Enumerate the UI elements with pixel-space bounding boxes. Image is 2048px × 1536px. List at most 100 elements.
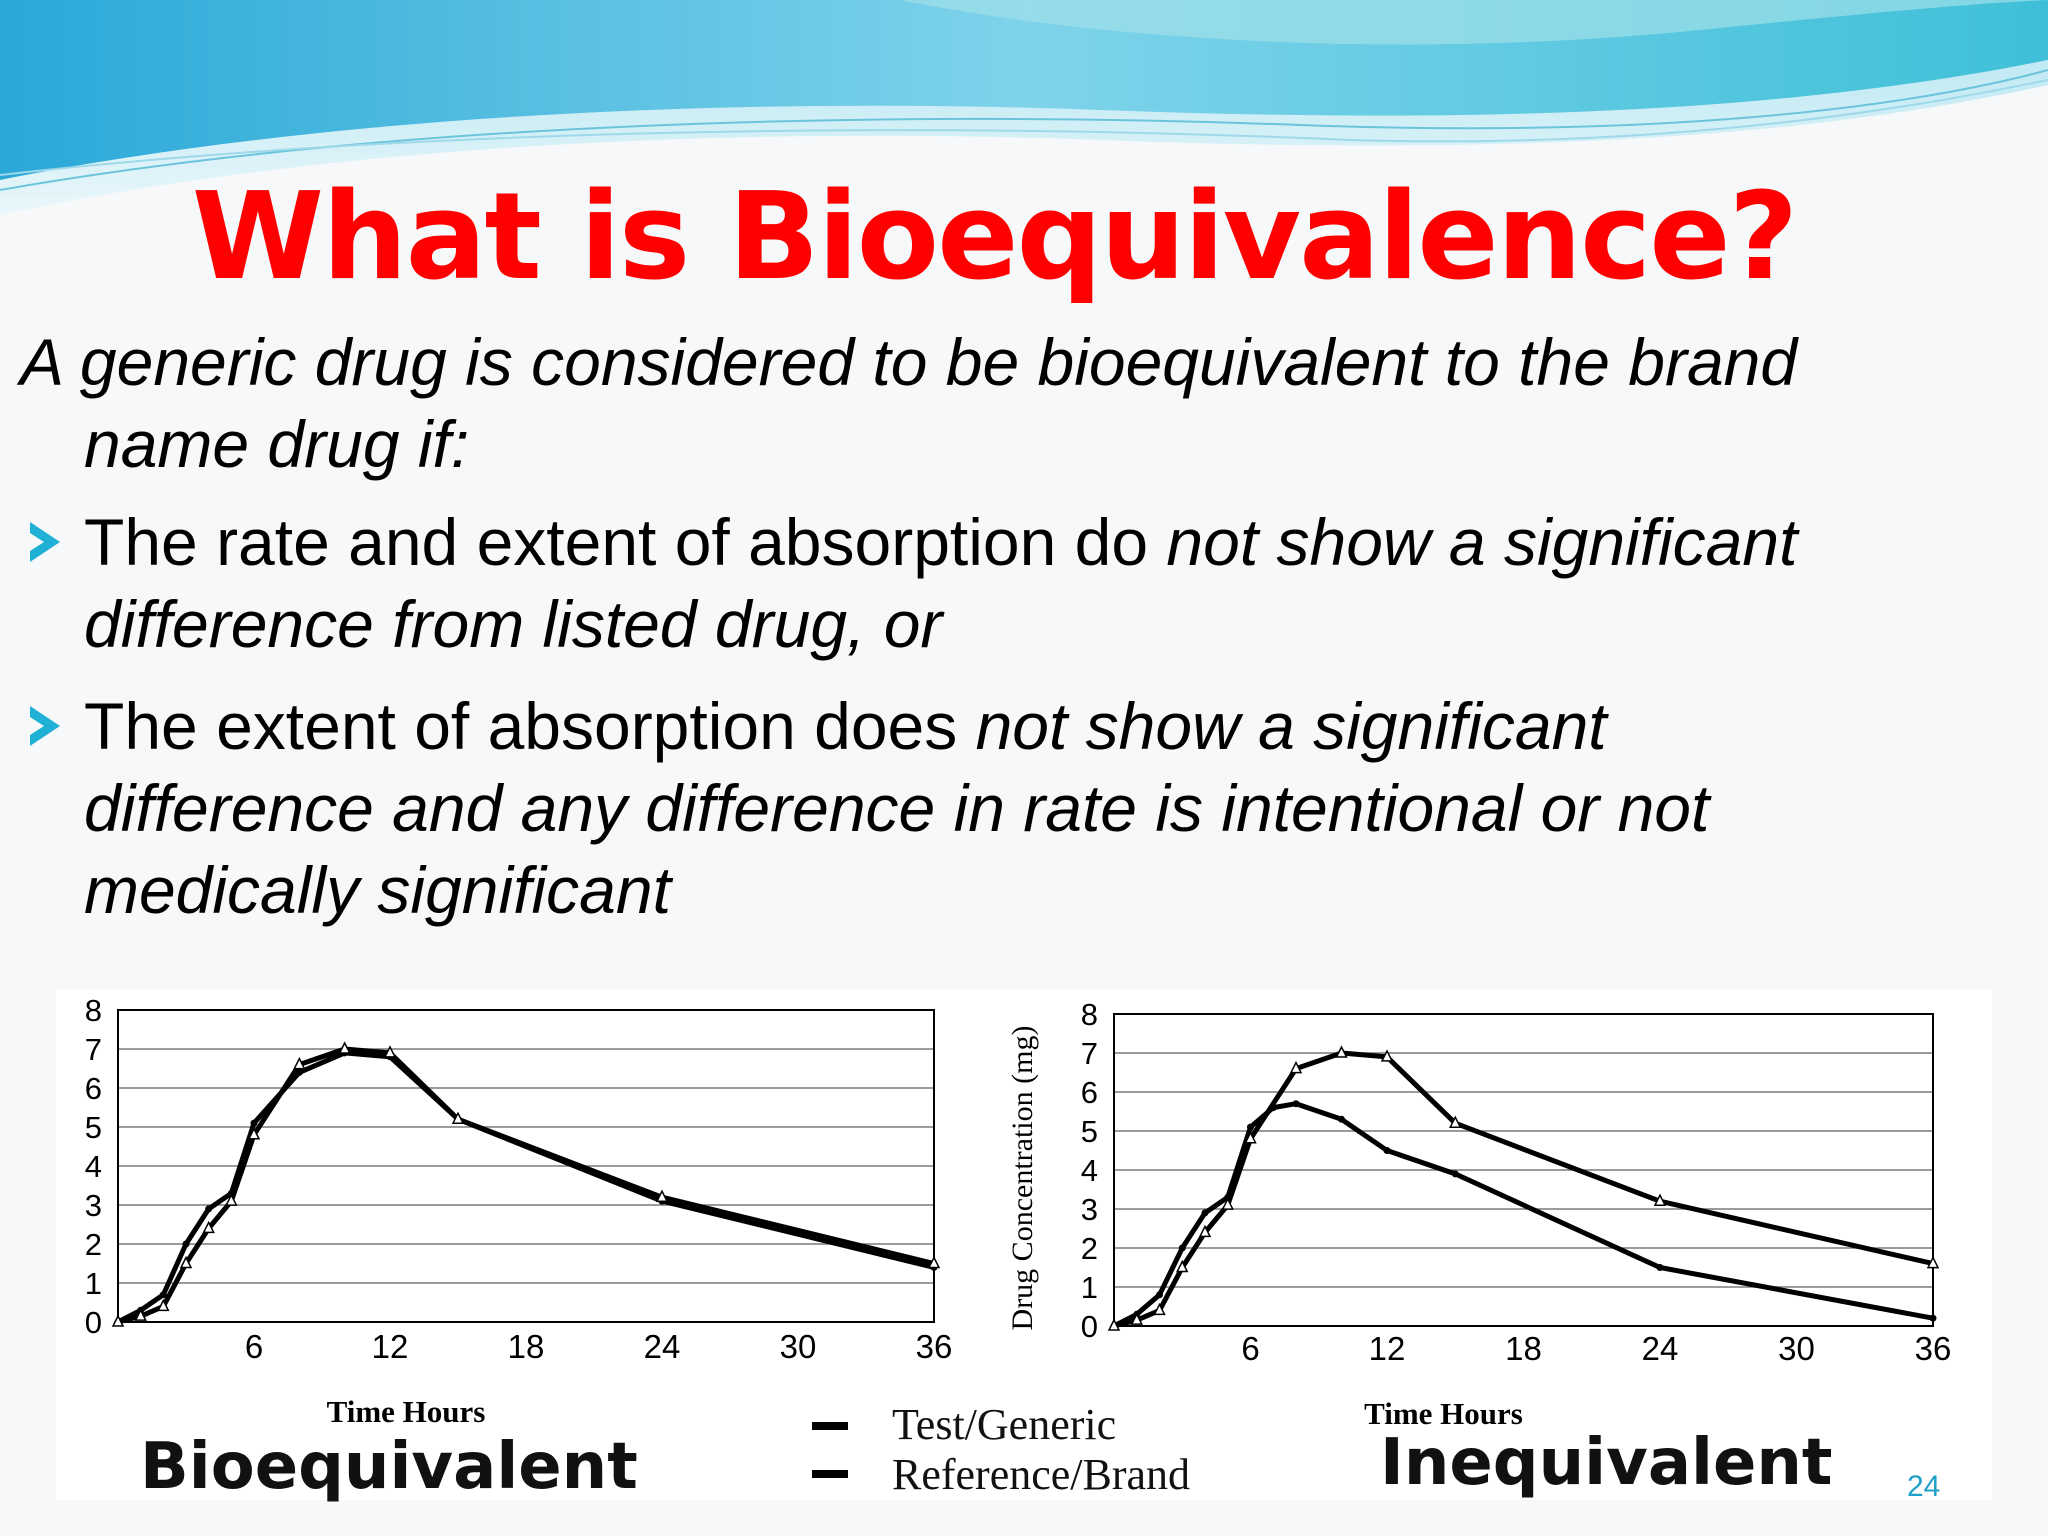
page-number: 24 [1907, 1470, 1941, 1503]
data-point [1449, 1115, 1462, 1128]
y-tick-label: 4 [1081, 1153, 1098, 1188]
data-point [1451, 1170, 1459, 1178]
plot-frame [1113, 1013, 1934, 1327]
bullet-1-text: The rate and extent of absorption do [84, 505, 1167, 579]
y-tick-label: 0 [1081, 1309, 1098, 1344]
y-tick-label: 7 [1081, 1036, 1098, 1071]
x-axis-label: Time Hours [327, 1394, 486, 1429]
data-point [1292, 1100, 1300, 1108]
x-tick-label: 18 [1505, 1330, 1542, 1367]
y-tick-label: 8 [1081, 997, 1098, 1032]
y-tick-label: 6 [85, 1071, 102, 1106]
slide-title: What is Bioequivalence? [191, 168, 1798, 307]
intro-line-2: name drug if: [84, 407, 470, 481]
data-point [202, 1220, 215, 1234]
data-point [1289, 1060, 1303, 1074]
x-axis-label: Time Hours [1364, 1396, 1523, 1431]
plot-frame [117, 1009, 935, 1323]
x-tick-label: 36 [916, 1328, 953, 1365]
data-point [179, 1255, 193, 1269]
data-point [250, 1119, 258, 1127]
data-point [1107, 1318, 1121, 1331]
y-tick-label: 3 [1081, 1192, 1098, 1227]
bullet-arrow-icon [30, 522, 60, 562]
charts-panel [56, 990, 1992, 1500]
bullet-2-line-3: medically significant [84, 853, 671, 927]
y-tick-label: 3 [85, 1188, 102, 1223]
x-tick-label: 24 [644, 1328, 681, 1365]
intro-line-1: A generic drug is considered to be bioeq… [20, 325, 1798, 399]
data-point [451, 1111, 465, 1124]
y-tick-label: 1 [85, 1266, 102, 1301]
series-line-test [1112, 1101, 1934, 1329]
bioequivalent-caption: Bioequivalent [140, 1430, 638, 1504]
data-point [247, 1127, 261, 1140]
legend-test-generic: Test/Generic [892, 1400, 1117, 1449]
data-point [1335, 1045, 1348, 1058]
data-point [159, 1291, 167, 1299]
x-tick-label: 30 [1778, 1330, 1815, 1367]
y-tick-label: 2 [1081, 1231, 1098, 1266]
data-point [205, 1205, 213, 1213]
legend-swatch-reference [812, 1470, 848, 1478]
inequivalent-caption: Inequivalent [1380, 1426, 1833, 1500]
y-tick-label: 7 [85, 1032, 102, 1067]
y-axis-label: Drug Concentration (mg) [1006, 1026, 1039, 1331]
data-point [1383, 1147, 1391, 1154]
data-point [1201, 1209, 1209, 1217]
data-point [927, 1255, 941, 1269]
data-point [157, 1298, 170, 1312]
data-point [1929, 1314, 1937, 1322]
x-tick-label: 6 [245, 1328, 263, 1365]
y-tick-label: 6 [1081, 1075, 1098, 1110]
y-tick-label: 1 [1081, 1270, 1098, 1305]
data-point [293, 1056, 306, 1070]
data-point [1156, 1291, 1163, 1299]
data-point [338, 1041, 351, 1054]
data-point [1153, 1302, 1166, 1316]
x-tick-label: 12 [372, 1328, 409, 1365]
bullet-2-line-1: The extent of absorption does not show a… [84, 686, 1607, 766]
data-point [1247, 1123, 1254, 1131]
bullet-2-text: The extent of absorption does [84, 689, 976, 763]
series-line-reference [117, 1046, 935, 1325]
bullet-2-line-2: difference and any difference in rate is… [84, 771, 1710, 845]
bullet-1-line-2: difference from listed drug, or [84, 587, 943, 661]
y-tick-label: 0 [85, 1305, 102, 1340]
x-tick-label: 30 [780, 1328, 817, 1365]
y-tick-label: 8 [85, 993, 102, 1028]
series-line-test [116, 1050, 935, 1325]
data-point [1338, 1115, 1345, 1123]
data-point [1244, 1131, 1257, 1144]
data-point [1221, 1197, 1234, 1210]
data-point [1653, 1193, 1667, 1206]
x-tick-label: 24 [1642, 1330, 1679, 1367]
y-tick-label: 5 [85, 1110, 102, 1145]
data-point [1176, 1259, 1189, 1273]
bullet-2-emphasis: not show a significant [975, 689, 1607, 763]
legend-swatch-test [812, 1422, 848, 1430]
data-point [182, 1240, 190, 1248]
x-tick-label: 18 [508, 1328, 545, 1365]
bullet-1-line-1: The rate and extent of absorption do not… [84, 502, 1797, 582]
x-tick-label: 36 [1915, 1330, 1952, 1367]
x-tick-label: 12 [1369, 1330, 1406, 1367]
data-point [1130, 1312, 1143, 1325]
bullet-1-emphasis: not show a significant [1166, 505, 1798, 579]
data-point [1380, 1049, 1394, 1062]
x-tick-label: 6 [1241, 1330, 1259, 1367]
y-tick-label: 4 [85, 1149, 102, 1184]
y-tick-label: 5 [1081, 1114, 1098, 1149]
data-point [111, 1314, 125, 1327]
series-line-reference [1113, 1050, 1934, 1329]
wave-header-decoration [0, 0, 2048, 215]
y-tick-label: 2 [85, 1227, 102, 1262]
legend-reference-brand: Reference/Brand [892, 1450, 1191, 1499]
data-point [655, 1189, 669, 1202]
data-point [1656, 1264, 1664, 1271]
data-point [383, 1045, 397, 1058]
